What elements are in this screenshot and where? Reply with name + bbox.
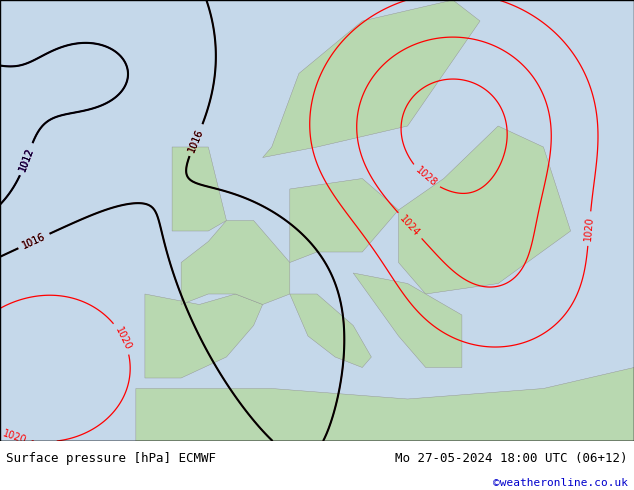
Text: 1016: 1016 xyxy=(187,127,205,153)
Text: 1012: 1012 xyxy=(18,146,36,172)
Text: Mo 27-05-2024 18:00 UTC (06+12): Mo 27-05-2024 18:00 UTC (06+12) xyxy=(395,452,628,465)
Text: 1012: 1012 xyxy=(18,146,36,172)
Text: Surface pressure [hPa] ECMWF: Surface pressure [hPa] ECMWF xyxy=(6,452,216,465)
Polygon shape xyxy=(181,220,290,304)
Polygon shape xyxy=(172,147,226,231)
Polygon shape xyxy=(290,178,399,263)
Text: 1012: 1012 xyxy=(18,146,36,172)
Polygon shape xyxy=(399,126,571,294)
Polygon shape xyxy=(353,273,462,368)
Text: 1016: 1016 xyxy=(187,127,205,153)
Text: 1028: 1028 xyxy=(413,165,438,189)
Polygon shape xyxy=(136,368,634,441)
Text: 1016: 1016 xyxy=(21,231,47,251)
Text: 1020: 1020 xyxy=(583,216,595,241)
Text: 1020: 1020 xyxy=(113,325,133,351)
Text: ©weatheronline.co.uk: ©weatheronline.co.uk xyxy=(493,478,628,488)
Polygon shape xyxy=(145,294,262,378)
Polygon shape xyxy=(290,294,372,368)
Text: 1024: 1024 xyxy=(398,213,422,238)
Text: 1020: 1020 xyxy=(1,428,28,445)
Text: 1016: 1016 xyxy=(21,231,47,251)
Polygon shape xyxy=(262,0,480,157)
